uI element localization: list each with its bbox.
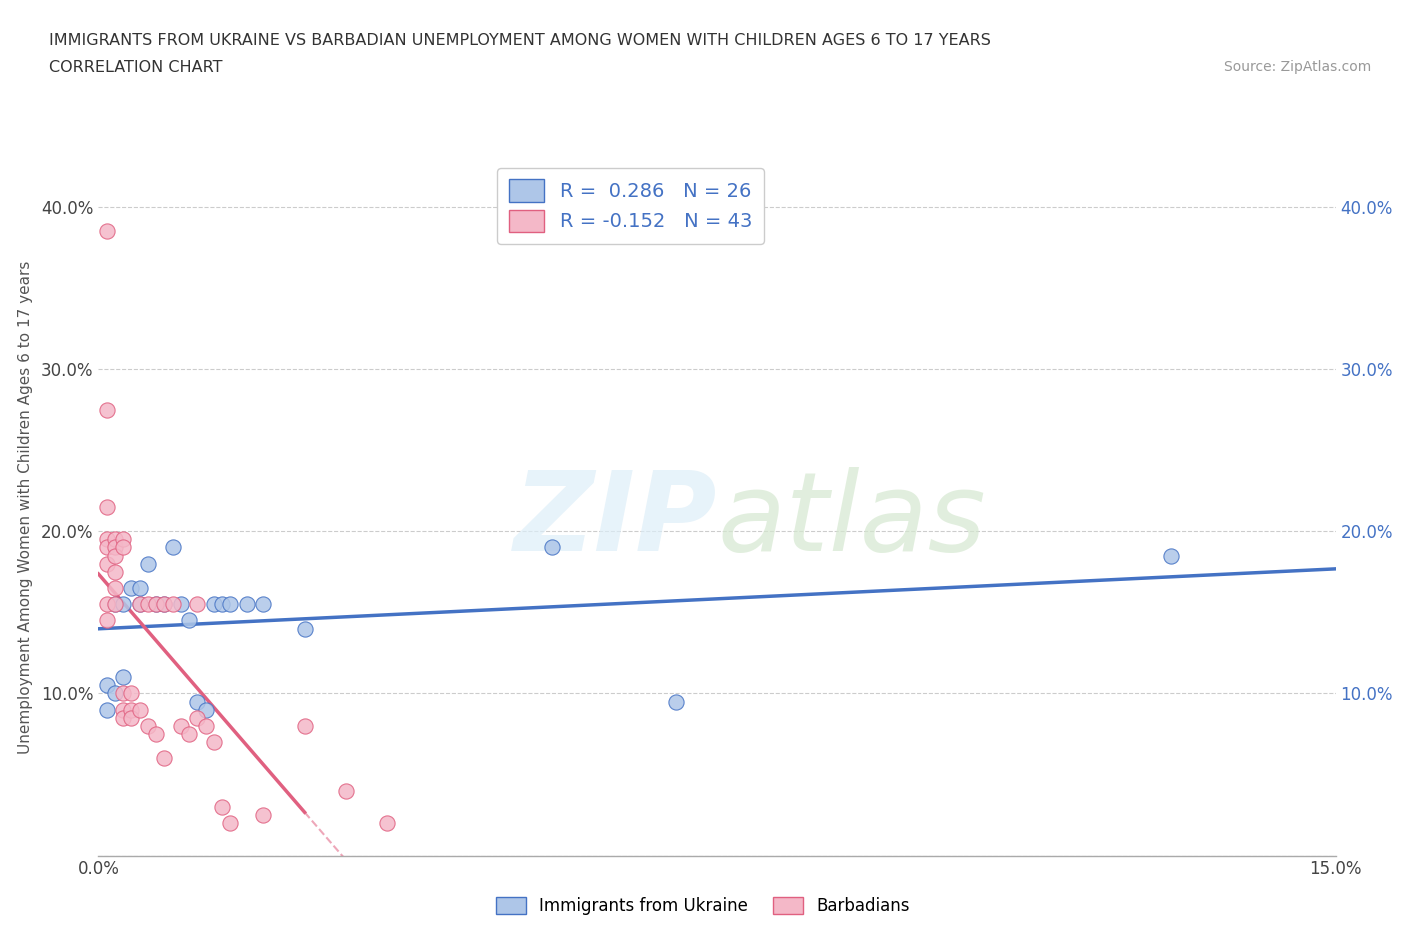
Point [96, 499, 118, 514]
Point [128, 580, 150, 595]
Point [375, 816, 398, 830]
Point [96, 597, 118, 612]
Point [120, 580, 142, 595]
Point [335, 783, 357, 798]
Point [104, 548, 127, 563]
Point [112, 597, 135, 612]
Point [104, 580, 127, 595]
Point [96, 532, 118, 547]
Point [162, 597, 184, 612]
Point [112, 532, 135, 547]
Point [186, 597, 208, 612]
Point [153, 597, 176, 612]
Text: ZIP: ZIP [513, 467, 717, 575]
Point [179, 726, 201, 741]
Point [112, 711, 135, 725]
Point [120, 686, 142, 701]
Point [112, 702, 135, 717]
Text: atlas: atlas [717, 467, 986, 575]
Point [145, 597, 167, 612]
Point [120, 711, 142, 725]
Point [294, 621, 316, 636]
Point [170, 718, 193, 733]
Point [145, 726, 167, 741]
Point [541, 540, 564, 555]
Legend: Immigrants from Ukraine, Barbadians: Immigrants from Ukraine, Barbadians [489, 890, 917, 922]
Point [96, 540, 118, 555]
Point [120, 702, 142, 717]
Point [112, 686, 135, 701]
Point [194, 702, 217, 717]
Point [211, 800, 233, 815]
Point [236, 597, 259, 612]
Text: Source: ZipAtlas.com: Source: ZipAtlas.com [1223, 60, 1371, 74]
Point [96, 702, 118, 717]
Point [104, 540, 127, 555]
Point [96, 223, 118, 238]
Point [665, 694, 688, 709]
Point [104, 565, 127, 579]
Point [194, 718, 217, 733]
Point [136, 597, 159, 612]
Legend: R =  0.286   N = 26, R = -0.152   N = 43: R = 0.286 N = 26, R = -0.152 N = 43 [498, 167, 763, 244]
Point [170, 597, 193, 612]
Point [219, 816, 242, 830]
Point [136, 718, 159, 733]
Point [202, 735, 225, 750]
Point [252, 597, 274, 612]
Point [219, 597, 242, 612]
Point [96, 402, 118, 417]
Point [1160, 548, 1182, 563]
Point [104, 597, 127, 612]
Point [145, 597, 167, 612]
Point [112, 670, 135, 684]
Point [186, 694, 208, 709]
Text: CORRELATION CHART: CORRELATION CHART [49, 60, 222, 75]
Point [186, 711, 208, 725]
Point [153, 751, 176, 765]
Point [104, 597, 127, 612]
Point [104, 532, 127, 547]
Point [104, 686, 127, 701]
Point [96, 556, 118, 571]
Y-axis label: Unemployment Among Women with Children Ages 6 to 17 years: Unemployment Among Women with Children A… [18, 260, 32, 753]
Point [128, 702, 150, 717]
Text: IMMIGRANTS FROM UKRAINE VS BARBADIAN UNEMPLOYMENT AMONG WOMEN WITH CHILDREN AGES: IMMIGRANTS FROM UKRAINE VS BARBADIAN UNE… [49, 33, 991, 47]
Point [202, 597, 225, 612]
Point [128, 597, 150, 612]
Point [153, 597, 176, 612]
Point [211, 597, 233, 612]
Point [136, 556, 159, 571]
Point [128, 597, 150, 612]
Point [162, 540, 184, 555]
Point [294, 718, 316, 733]
Point [179, 613, 201, 628]
Point [96, 613, 118, 628]
Point [252, 807, 274, 822]
Point [112, 540, 135, 555]
Point [96, 678, 118, 693]
